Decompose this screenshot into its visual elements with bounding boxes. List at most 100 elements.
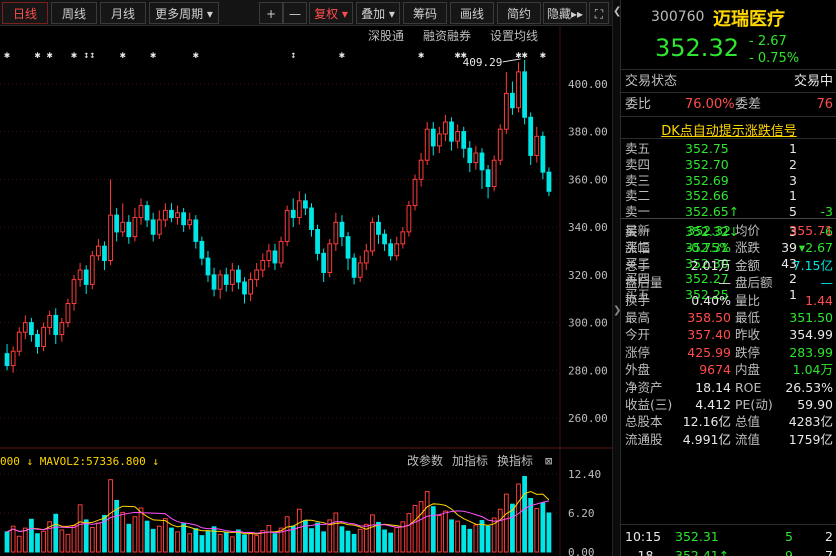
candle xyxy=(114,207,120,242)
ask-row[interactable]: 卖三 352.69 3 xyxy=(625,173,833,188)
candle-body xyxy=(363,250,369,264)
volume-tick-label: 12.40 xyxy=(568,468,601,481)
simple-mode-button[interactable]: 简约 xyxy=(497,2,541,24)
stat-row: 换手 0.40% 量比 1.44 xyxy=(625,292,833,309)
candle xyxy=(321,248,327,283)
bid-row[interactable]: 买四 352.27 2 xyxy=(625,271,833,286)
ask-row[interactable]: 卖五 352.75 1 xyxy=(625,141,833,156)
zoom-in-button[interactable]: + xyxy=(259,2,283,24)
link-margin[interactable]: 融资融券 xyxy=(423,28,471,43)
candle-body xyxy=(114,214,120,233)
chips-button[interactable]: 筹码 xyxy=(403,2,447,24)
volume-bar xyxy=(522,476,527,553)
bid-row[interactable]: 买三 352.30 43 xyxy=(625,256,833,271)
switch-indicator-button[interactable]: 换指标 xyxy=(497,453,533,468)
event-marker-icon[interactable]: ↕ xyxy=(89,50,95,61)
tab-monthly[interactable]: 月线 xyxy=(100,2,146,24)
zoom-out-button[interactable]: — xyxy=(283,2,307,24)
stat-value: — xyxy=(820,275,834,291)
volume-bar xyxy=(266,525,272,553)
ask-row[interactable]: 卖四 352.70 2 xyxy=(625,157,833,172)
candle xyxy=(278,236,284,268)
candle-body xyxy=(175,212,180,219)
event-marker-icon[interactable]: ✱ xyxy=(150,50,156,61)
volume-bar xyxy=(376,521,381,553)
event-marker-icon[interactable]: ✱ xyxy=(34,50,40,61)
price-tick-label: 280.00 xyxy=(568,364,608,377)
candle xyxy=(108,179,113,266)
candle xyxy=(71,274,77,311)
more-periods-dropdown[interactable]: 更多周期 ▾ xyxy=(149,2,219,24)
candle xyxy=(144,200,150,228)
chart-toolbar: 日线 周线 月线 更多周期 ▾ + — 复权 ▾ 叠加 ▾ 筹码 画线 简约 隐… xyxy=(0,0,612,26)
volume-bar xyxy=(363,523,369,553)
event-marker-icon[interactable]: ✱ xyxy=(71,50,77,61)
candle xyxy=(327,239,333,278)
tab-weekly[interactable]: 周线 xyxy=(51,2,97,24)
event-marker-icon[interactable]: ✱ xyxy=(4,50,10,61)
event-marker-icon[interactable]: ✱ xyxy=(193,50,199,61)
order-ratio-label: 委比 xyxy=(625,97,652,112)
event-marker-icon[interactable]: ↕ xyxy=(83,50,89,61)
event-marker-icon[interactable]: ✱ xyxy=(47,50,53,61)
hide-button[interactable]: 隐藏▸▸ xyxy=(543,2,587,24)
stat-row: 今开 357.40 昨收 354.99 xyxy=(625,326,833,343)
tab-daily[interactable]: 日线 xyxy=(2,2,48,24)
book-level-label: 买二 xyxy=(625,239,651,255)
draw-line-button[interactable]: 画线 xyxy=(450,2,494,24)
event-marker-icon[interactable]: ✱ xyxy=(516,50,522,61)
volume-bar xyxy=(309,528,314,553)
candle-body xyxy=(278,240,284,264)
candle-body xyxy=(272,250,278,264)
candle xyxy=(181,207,187,232)
event-marker-icon[interactable]: ✱ xyxy=(522,50,528,61)
candle xyxy=(394,236,400,261)
stat-value: 1.44 xyxy=(805,292,833,308)
bid-row[interactable]: 买二 352.31 39 xyxy=(625,240,833,255)
stat-value: 1759亿 xyxy=(788,431,833,447)
stat-value: 26.53% xyxy=(785,379,833,395)
candle-body xyxy=(473,152,479,164)
event-marker-icon[interactable]: ✱ xyxy=(455,50,461,61)
adjust-dropdown[interactable]: 复权 ▾ xyxy=(309,2,353,24)
link-ma-settings[interactable]: 设置均线 xyxy=(490,29,538,43)
candle-body xyxy=(339,221,345,238)
event-marker-icon[interactable]: ↕ xyxy=(290,50,296,61)
event-marker-icon[interactable]: ✱ xyxy=(418,50,424,61)
candle xyxy=(436,126,442,154)
ask-row[interactable]: 卖一 352.65↑ 5 -3 xyxy=(625,204,833,219)
event-marker-icon[interactable]: ✱ xyxy=(461,50,467,61)
stat-row: 最新 352.32 均价 355.71 xyxy=(625,222,833,239)
add-indicator-button[interactable]: 加指标 xyxy=(452,453,488,468)
volume-tick-label: 0.00 xyxy=(568,546,595,556)
overlay-dropdown[interactable]: 叠加 ▾ xyxy=(356,2,400,24)
candle-body xyxy=(223,274,229,285)
volume-bar xyxy=(211,526,217,553)
fullscreen-icon[interactable]: ⛶ xyxy=(589,2,609,24)
bid-row[interactable]: 买一 352.32↓ 3 -6 xyxy=(625,224,833,239)
panel-splitter[interactable] xyxy=(612,0,620,556)
volume-bar xyxy=(357,528,363,553)
link-sgt[interactable]: 深股通 xyxy=(368,29,404,43)
candle xyxy=(22,315,28,340)
event-marker-icon[interactable]: ✱ xyxy=(540,50,546,61)
volume-bar xyxy=(132,516,138,553)
kline-chart[interactable]: 深股通 融资融券 设置均线 400.00 380.00 360.00 340.00 32… xyxy=(0,26,612,556)
trade-status-value: 交易中 xyxy=(793,74,833,89)
candle xyxy=(491,155,497,192)
bid-row[interactable]: 买五 352.25 1 xyxy=(625,287,833,302)
dk-signal-link[interactable]: DK点自动提示涨跌信号 xyxy=(661,124,797,139)
event-marker-icon[interactable]: ✱ xyxy=(120,50,126,61)
volume-bar xyxy=(485,525,491,553)
kline-svg[interactable]: 深股通 融资融券 设置均线 400.00 380.00 360.00 340.00 32… xyxy=(0,26,612,556)
volume-bar xyxy=(284,516,290,553)
stock-name[interactable]: 迈瑞医疗 xyxy=(713,9,785,30)
ask-row[interactable]: 卖二 352.66 1 xyxy=(625,188,833,203)
collapse-left-icon[interactable]: ❮ xyxy=(613,6,622,17)
candle-body xyxy=(400,231,406,245)
change-params-button[interactable]: 改参数 xyxy=(407,453,443,468)
candle-body xyxy=(144,205,150,221)
close-indicator-icon[interactable]: ⊠ xyxy=(545,454,552,468)
event-marker-icon[interactable]: ✱ xyxy=(339,50,345,61)
collapse-panel-icon[interactable]: ❯ xyxy=(613,305,622,316)
